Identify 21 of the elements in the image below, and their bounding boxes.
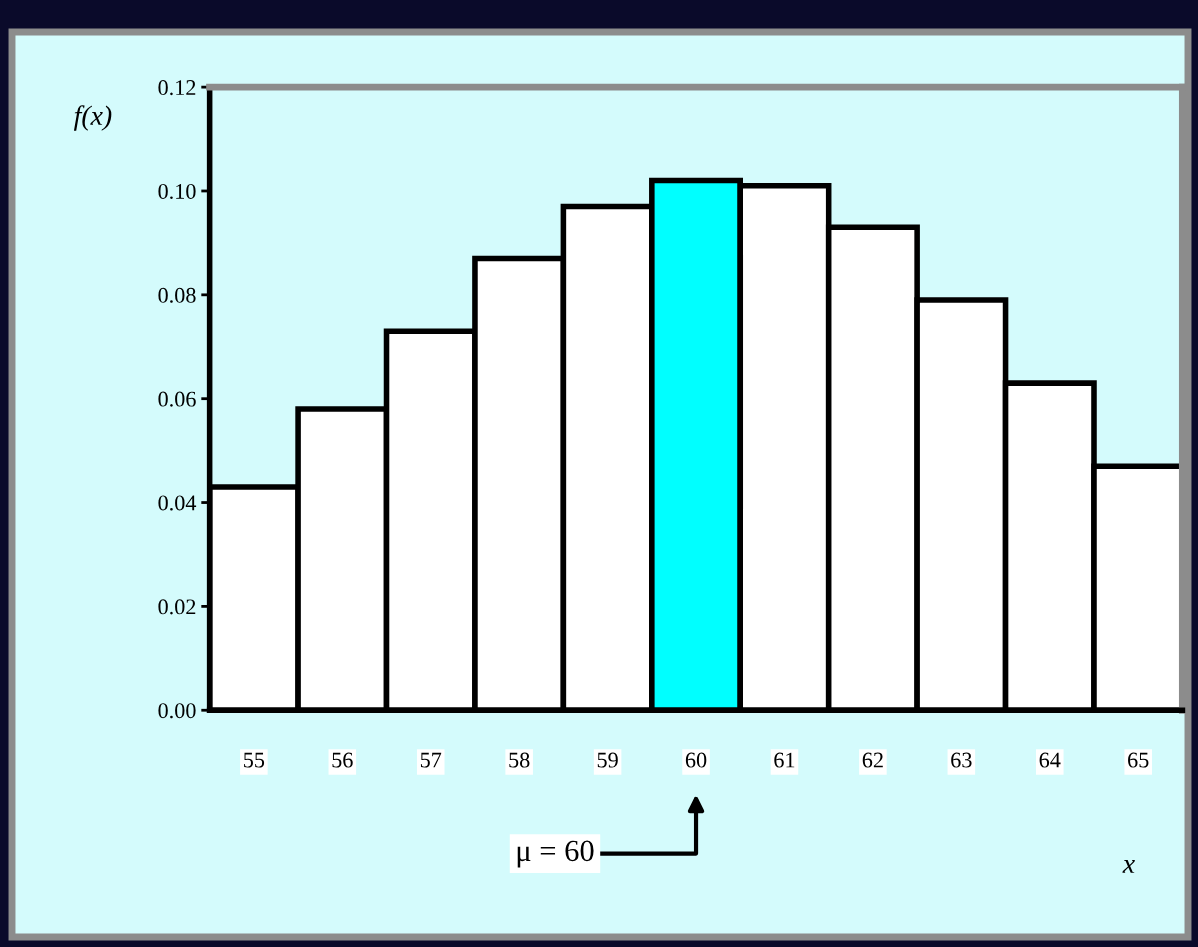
y-tick-label: 0.02 [158, 599, 196, 615]
y-tick-label: 0.10 [158, 183, 196, 199]
x-tick-label: 58 [509, 752, 530, 768]
x-tick-label: 55 [244, 752, 265, 768]
x-tick-label: 64 [1039, 752, 1061, 768]
x-tick-label: 62 [862, 752, 883, 768]
y-tick-label: 0.12 [158, 80, 196, 96]
y-tick-label: 0.08 [158, 287, 196, 303]
y-tick-label: 0.00 [158, 703, 196, 719]
x-tick-label: 61 [774, 752, 795, 768]
text: μ = 60 [517, 840, 594, 868]
x-tick-label: 56 [332, 752, 353, 768]
x-tick-label: 65 [1128, 752, 1149, 768]
x-axis-title: x [1122, 860, 1135, 873]
x-tick-label: 57 [420, 752, 442, 768]
y-tick-label: 0.04 [158, 495, 197, 511]
x-tick-label: 59 [597, 752, 618, 768]
x-tick-label: 60 [685, 752, 707, 768]
y-axis-title: f(x) [73, 105, 112, 131]
y-tick-label: 0.06 [158, 391, 196, 407]
x-tick-label: 63 [951, 752, 972, 768]
